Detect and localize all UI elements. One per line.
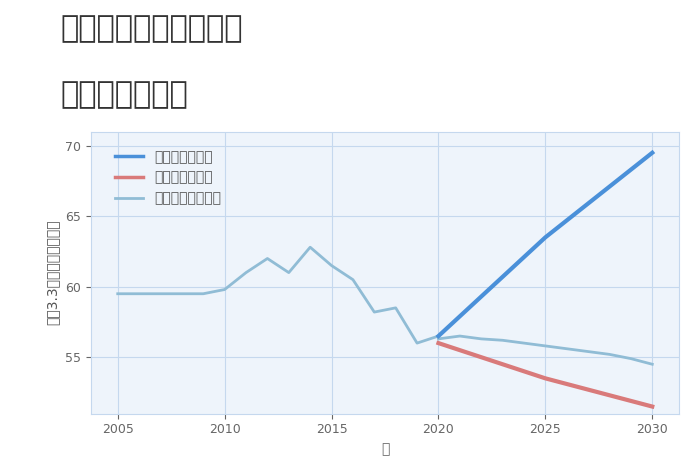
Text: 土地の価格推移: 土地の価格推移 (60, 80, 188, 109)
Text: 大阪府枚方市渚南町の: 大阪府枚方市渚南町の (60, 14, 243, 43)
Legend: グッドシナリオ, バッドシナリオ, ノーマルシナリオ: グッドシナリオ, バッドシナリオ, ノーマルシナリオ (110, 144, 227, 211)
X-axis label: 年: 年 (381, 442, 389, 456)
Y-axis label: 坪（3.3㎡）単価（万円）: 坪（3.3㎡）単価（万円） (46, 220, 60, 325)
